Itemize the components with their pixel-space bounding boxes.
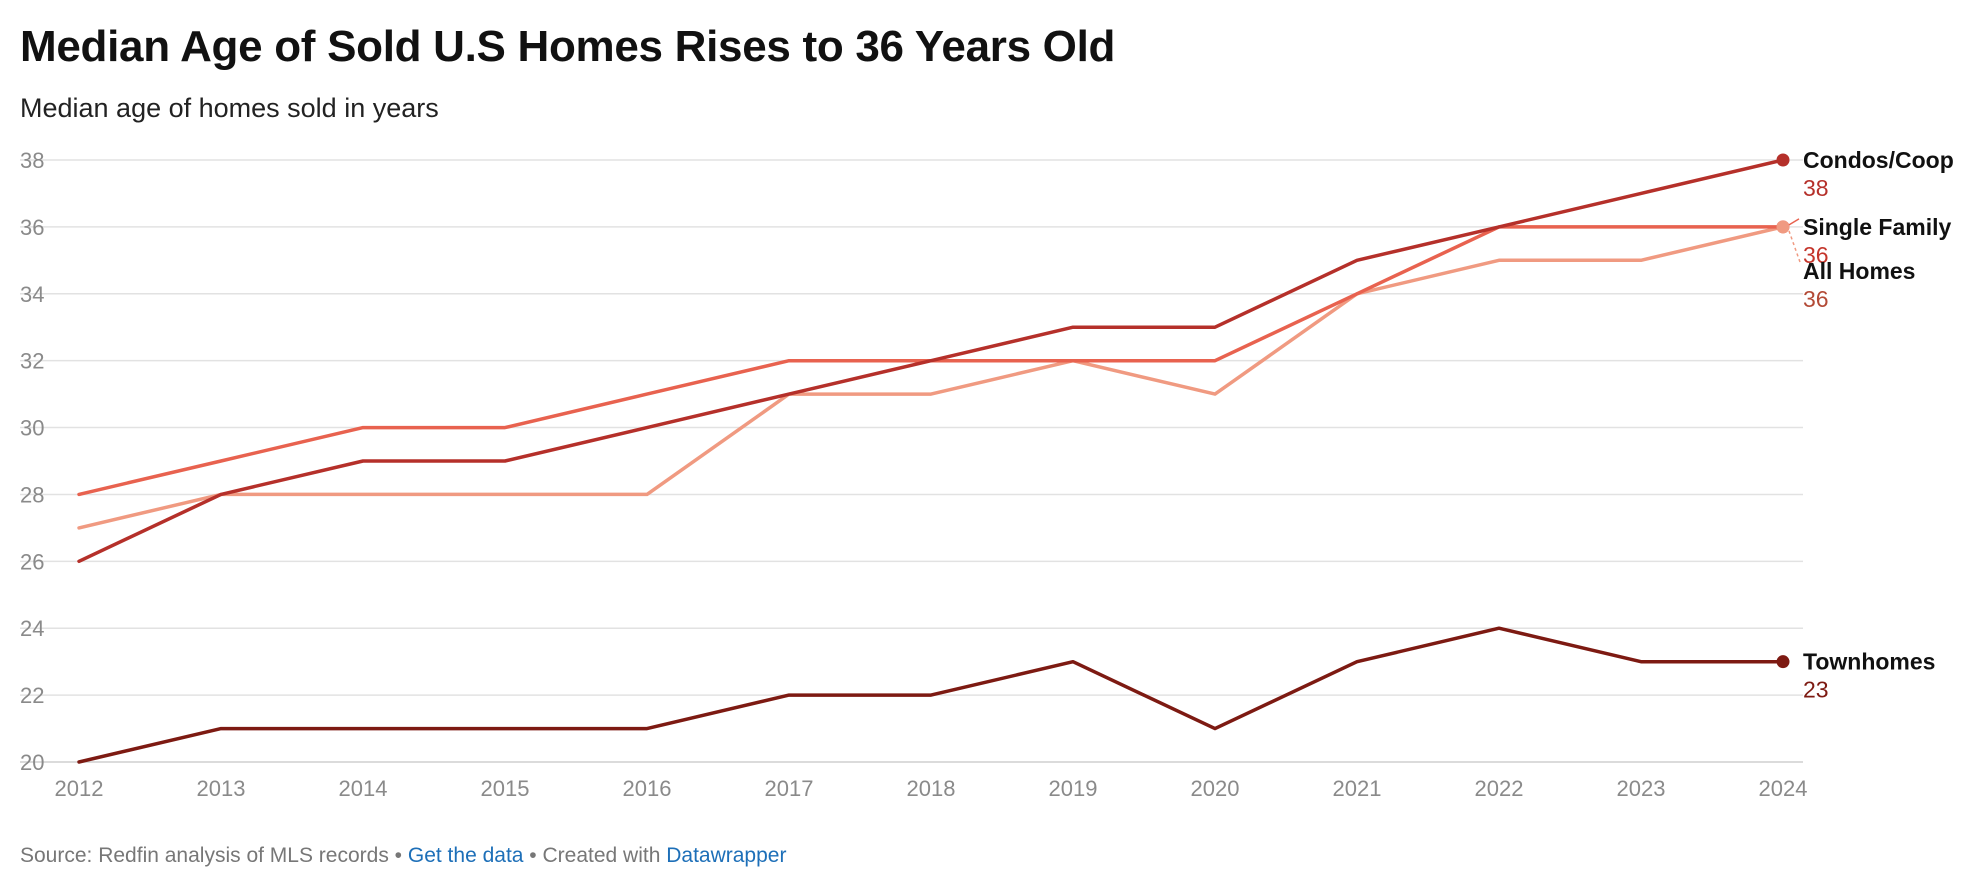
- datawrapper-link[interactable]: Datawrapper: [666, 844, 787, 867]
- y-tick-label: 24: [20, 616, 44, 641]
- y-axis-ticks: 38 36 34 32 30 28 26 24 22 20: [20, 148, 44, 775]
- x-axis-ticks: 2012 2013 2014 2015 2016 2017 2018 2019 2020 2021…: [55, 776, 1808, 801]
- y-tick-label: 30: [20, 416, 44, 441]
- created-with-text: • Created with: [523, 844, 667, 867]
- y-tick-label: 26: [20, 549, 44, 574]
- series-value-label: 36: [1803, 286, 1829, 312]
- source-note: Source: Redfin analysis of MLS records: [20, 844, 389, 867]
- series-name-label: Single Family: [1803, 214, 1951, 240]
- chart-footer: Source: Redfin analysis of MLS records •…: [20, 842, 786, 870]
- series-end-point: [1776, 153, 1790, 167]
- series-name-label: Townhomes: [1803, 649, 1935, 675]
- series-line-townhomes: [77, 626, 1785, 764]
- x-tick-label: 2017: [765, 776, 814, 801]
- x-tick-label: 2015: [481, 776, 530, 801]
- footer-separator: •: [388, 844, 408, 867]
- y-tick-label: 36: [20, 215, 44, 240]
- series-name-label: Condos/Coop: [1803, 147, 1954, 173]
- series-value-label: 23: [1803, 677, 1829, 703]
- series-line-all-homes: [77, 225, 1785, 530]
- series-lines: [77, 153, 1790, 764]
- x-tick-label: 2013: [197, 776, 246, 801]
- x-tick-label: 2018: [907, 776, 956, 801]
- chart-subtitle: Median age of homes sold in years: [20, 93, 439, 123]
- y-tick-label: 32: [20, 349, 44, 374]
- x-tick-label: 2016: [623, 776, 672, 801]
- y-tick-label: 34: [20, 282, 44, 307]
- grid-lines: [20, 159, 1803, 763]
- series-value-label: 36: [1803, 242, 1829, 268]
- get-the-data-link[interactable]: Get the data: [407, 844, 524, 867]
- series-line-condos-coop: [77, 158, 1785, 564]
- y-tick-label: 20: [20, 750, 44, 775]
- y-tick-label: 22: [20, 683, 44, 708]
- chart-title: Median Age of Sold U.S Homes Rises to 36…: [20, 22, 1116, 71]
- x-tick-label: 2022: [1475, 776, 1524, 801]
- y-tick-label: 38: [20, 148, 44, 173]
- x-tick-label: 2021: [1333, 776, 1382, 801]
- series-end-point: [1776, 220, 1790, 234]
- x-tick-label: 2020: [1191, 776, 1240, 801]
- x-tick-label: 2019: [1049, 776, 1098, 801]
- series-value-label: 38: [1803, 175, 1829, 201]
- x-tick-label: 2014: [339, 776, 388, 801]
- label-leader-line: [1788, 230, 1802, 266]
- series-name-label: All Homes: [1803, 258, 1915, 284]
- x-tick-label: 2012: [55, 776, 104, 801]
- x-tick-label: 2023: [1617, 776, 1666, 801]
- series-end-point: [1776, 655, 1790, 669]
- label-leader-line: [1788, 218, 1800, 226]
- y-tick-label: 28: [20, 482, 44, 507]
- x-tick-label: 2024: [1759, 776, 1808, 801]
